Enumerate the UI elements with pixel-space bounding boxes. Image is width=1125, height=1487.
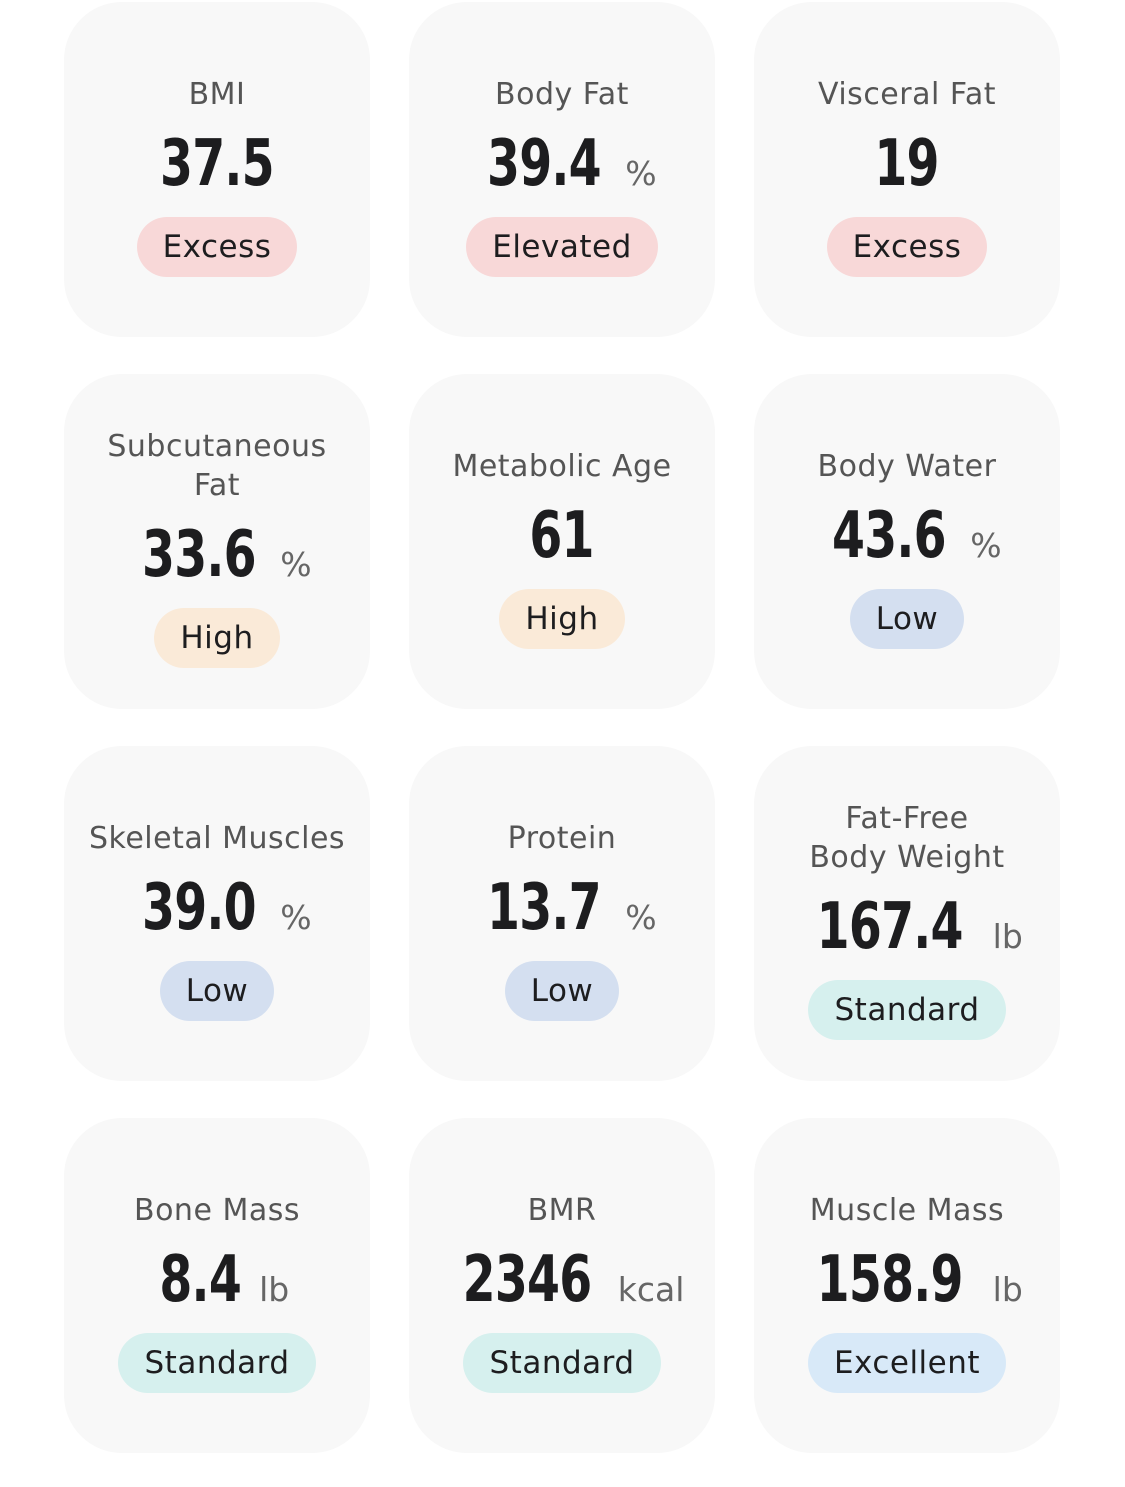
metric-unit: lb [259, 1269, 290, 1309]
metric-card-fat-free-body-weight[interactable]: Fat-Free Body Weight 167.4 lb Standard [754, 746, 1060, 1081]
status-badge: Low [159, 960, 275, 1021]
metric-card-bone-mass[interactable]: Bone Mass 8.4 lb Standard [64, 1118, 370, 1453]
metric-label: BMR [527, 1192, 597, 1228]
metric-value-row: 19 [863, 128, 950, 200]
metrics-grid: BMI 37.5 Excess Body Fat 39.4 % Elevated… [64, 2, 1060, 1453]
metric-card-body-water[interactable]: Body Water 43.6 % Low [754, 374, 1060, 709]
metric-value: 158.9 [816, 1242, 964, 1317]
status-badge: Standard [808, 980, 1006, 1040]
metric-value-row: 33.6 % [122, 519, 311, 591]
metric-label: Fat-Free Body Weight [809, 801, 1005, 875]
status-badge: High [499, 588, 625, 649]
metric-label: Body Water [817, 448, 997, 484]
metric-card-body-fat[interactable]: Body Fat 39.4 % Elevated [409, 2, 715, 337]
metric-value-row: 39.4 % [467, 128, 656, 200]
metric-unit: % [625, 897, 657, 937]
metric-unit: lb [992, 1269, 1023, 1309]
metric-card-subcutaneous-fat[interactable]: Subcutaneous Fat 33.6 % High [64, 374, 370, 709]
metric-label: Subcutaneous Fat [107, 429, 327, 503]
metric-value-row: 13.7 % [467, 872, 656, 944]
status-badge: High [154, 608, 280, 668]
metric-value-row: 61 [518, 500, 605, 572]
metric-value: 37.5 [160, 126, 275, 201]
status-badge: Standard [118, 1332, 316, 1393]
metric-label: Body Fat [495, 76, 629, 112]
metric-value: 19 [874, 126, 940, 201]
metric-label: BMI [188, 76, 246, 112]
metric-card-bmi[interactable]: BMI 37.5 Excess [64, 2, 370, 337]
status-badge: Low [849, 588, 965, 649]
metric-label: Visceral Fat [817, 76, 997, 112]
status-badge: Excellent [807, 1332, 1007, 1393]
metric-value: 61 [529, 498, 595, 573]
metric-card-protein[interactable]: Protein 13.7 % Low [409, 746, 715, 1081]
metric-unit: % [280, 897, 312, 937]
metric-label: Skeletal Muscles [88, 820, 346, 856]
metric-unit: % [970, 525, 1002, 565]
metric-unit: lb [992, 917, 1023, 956]
metric-card-skeletal-muscles[interactable]: Skeletal Muscles 39.0 % Low [64, 746, 370, 1081]
metric-value: 167.4 [816, 890, 964, 964]
status-badge: Excess [136, 216, 298, 277]
metric-value-row: 37.5 [140, 128, 294, 200]
metric-label: Protein [507, 820, 617, 856]
status-badge: Low [504, 960, 620, 1021]
status-badge: Excess [826, 216, 988, 277]
metric-unit: kcal [617, 1269, 685, 1309]
status-badge: Elevated [466, 216, 658, 277]
metric-value: 2346 [462, 1242, 592, 1317]
metric-label: Metabolic Age [452, 448, 672, 484]
metric-label: Muscle Mass [809, 1192, 1005, 1228]
metric-value: 33.6 [142, 518, 257, 592]
metric-value-row: 39.0 % [122, 872, 311, 944]
metric-value: 39.0 [142, 870, 257, 945]
metric-value-row: 167.4 lb [791, 891, 1023, 963]
metric-value: 39.4 [487, 126, 602, 201]
metric-card-bmr[interactable]: BMR 2346 kcal Standard [409, 1118, 715, 1453]
metric-value: 43.6 [832, 498, 947, 573]
metric-value-row: 43.6 % [812, 500, 1001, 572]
metric-unit: % [280, 545, 312, 584]
metric-value: 8.4 [159, 1242, 241, 1317]
metric-card-metabolic-age[interactable]: Metabolic Age 61 High [409, 374, 715, 709]
metric-unit: % [625, 153, 657, 193]
metric-value-row: 2346 kcal [440, 1242, 685, 1317]
metric-label: Bone Mass [134, 1192, 300, 1228]
metric-value: 13.7 [487, 870, 602, 945]
metric-value-row: 158.9 lb [791, 1244, 1023, 1316]
metric-value-row: 8.4 lb [145, 1242, 290, 1317]
metric-card-muscle-mass[interactable]: Muscle Mass 158.9 lb Excellent [754, 1118, 1060, 1453]
status-badge: Standard [463, 1332, 661, 1393]
metric-card-visceral-fat[interactable]: Visceral Fat 19 Excess [754, 2, 1060, 337]
